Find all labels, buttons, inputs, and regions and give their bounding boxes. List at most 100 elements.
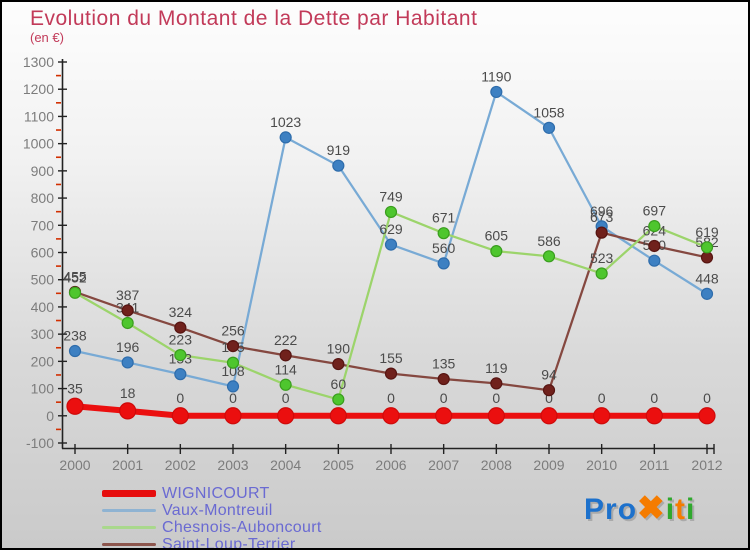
data-point-label: 222 [274, 332, 298, 348]
logo-letter: o [617, 493, 638, 526]
data-point [121, 316, 134, 330]
data-point [645, 407, 663, 425]
data-point-label: 135 [432, 356, 456, 372]
logo-letter-x: ✖ [637, 489, 666, 526]
data-point [226, 340, 240, 353]
data-point [332, 159, 345, 172]
logo-letter: t [675, 493, 687, 526]
data-point-label: 94 [541, 367, 557, 383]
data-point-label: 18 [120, 385, 136, 401]
data-point [542, 384, 556, 397]
data-point [542, 250, 556, 263]
data-point-label: 0 [650, 390, 658, 406]
data-point [224, 407, 242, 425]
data-point [384, 205, 398, 219]
data-point [540, 407, 558, 425]
x-axis-tick-label: 2001 [112, 457, 143, 473]
legend-swatch-wignicourt [102, 490, 156, 497]
y-axis-tick-label: 0 [46, 408, 54, 424]
data-point [595, 267, 608, 280]
x-axis-tick-label: 2010 [586, 457, 617, 473]
y-axis-tick-label: 500 [31, 272, 55, 288]
x-axis-tick-label: 2004 [270, 457, 301, 473]
data-point-label: 0 [598, 390, 606, 406]
y-axis-tick-label: 100 [31, 381, 55, 397]
data-point-label: 586 [537, 233, 561, 249]
y-axis-tick-label: 800 [31, 190, 55, 206]
data-point-label: 108 [221, 363, 245, 379]
chart-title: Evolution du Montant de la Dette par Hab… [30, 7, 478, 30]
data-point [595, 226, 608, 239]
data-point-label: 60 [331, 376, 347, 392]
data-point-label: 190 [327, 341, 351, 357]
data-point-label: 1190 [481, 68, 511, 84]
legend-label-saint-loup-terrier: Saint-Loup-Terrier [162, 535, 296, 550]
data-point [121, 356, 134, 369]
y-axis-tick-label: 300 [31, 326, 55, 342]
data-point-label: 223 [169, 332, 193, 348]
x-axis-tick-label: 2007 [428, 457, 459, 473]
data-point [490, 245, 503, 258]
data-point-label: 238 [63, 328, 87, 344]
x-axis-tick-label: 2008 [481, 457, 512, 473]
data-point-label: 697 [643, 203, 667, 219]
y-axis-tick-label: 1100 [24, 108, 54, 124]
data-point-label: 1023 [270, 114, 301, 130]
title-block: Evolution du Montant de la Dette par Hab… [30, 7, 477, 45]
data-point [119, 402, 137, 420]
data-point-label: 560 [432, 240, 456, 256]
data-point [593, 407, 611, 425]
data-point [68, 344, 82, 358]
y-axis-tick-label: 600 [31, 245, 55, 261]
logo-letter: i [686, 493, 696, 526]
data-point-label: 749 [379, 188, 403, 204]
data-point [700, 241, 714, 254]
data-point [332, 357, 345, 371]
data-point-label: 0 [176, 390, 184, 406]
x-axis-tick-label: 2006 [375, 457, 406, 473]
data-point-label: 671 [432, 210, 456, 226]
data-point-label: 1058 [533, 104, 564, 120]
y-axis-tick-label: 900 [31, 163, 55, 179]
data-point [435, 407, 453, 425]
data-point [700, 287, 714, 300]
data-point-label: 0 [282, 390, 290, 406]
data-point-label: 0 [387, 390, 395, 406]
data-point [174, 348, 187, 362]
y-axis-tick-label: 1000 [23, 136, 54, 152]
y-axis-tick-label: -100 [26, 435, 54, 451]
x-axis-tick-label: 2011 [639, 457, 669, 473]
data-point [226, 356, 240, 369]
data-point [490, 85, 503, 99]
legend-label-chesnois-auboncourt: Chesnois-Auboncourt [162, 518, 322, 536]
legend-item-wignicourt: WIGNICOURT [102, 485, 322, 502]
data-point-label: 0 [229, 390, 237, 406]
data-point [171, 407, 189, 425]
data-point-label: 523 [590, 250, 614, 266]
proxiti-logo: Pro✖iti [584, 488, 695, 527]
data-point [384, 238, 398, 251]
data-point-label: 0 [440, 390, 448, 406]
data-point-label: 155 [379, 350, 403, 366]
data-point [490, 377, 503, 390]
data-point [66, 397, 84, 415]
data-point-label: 696 [590, 203, 614, 219]
data-point-label: 605 [485, 228, 509, 244]
data-point [68, 286, 82, 299]
data-point-label: 35 [67, 380, 83, 396]
data-point [329, 407, 347, 425]
data-point-label: 0 [492, 390, 500, 406]
y-axis-tick-label: 1300 [23, 54, 54, 70]
x-axis-tick-label: 2000 [59, 457, 90, 473]
data-point [437, 257, 450, 270]
x-axis-tick-label: 2009 [533, 457, 564, 473]
chart-subtitle: (en €) [30, 30, 64, 46]
x-axis-tick-label: 2005 [323, 457, 354, 473]
data-point [382, 407, 400, 425]
data-point [698, 407, 716, 425]
data-point-label: 452 [63, 269, 87, 285]
data-point [279, 349, 292, 362]
data-point-label: 114 [275, 361, 298, 377]
